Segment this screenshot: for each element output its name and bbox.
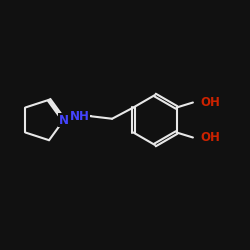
Text: NH: NH (70, 110, 89, 123)
Text: OH: OH (200, 96, 220, 109)
Text: OH: OH (200, 131, 220, 144)
Text: N: N (59, 114, 69, 126)
